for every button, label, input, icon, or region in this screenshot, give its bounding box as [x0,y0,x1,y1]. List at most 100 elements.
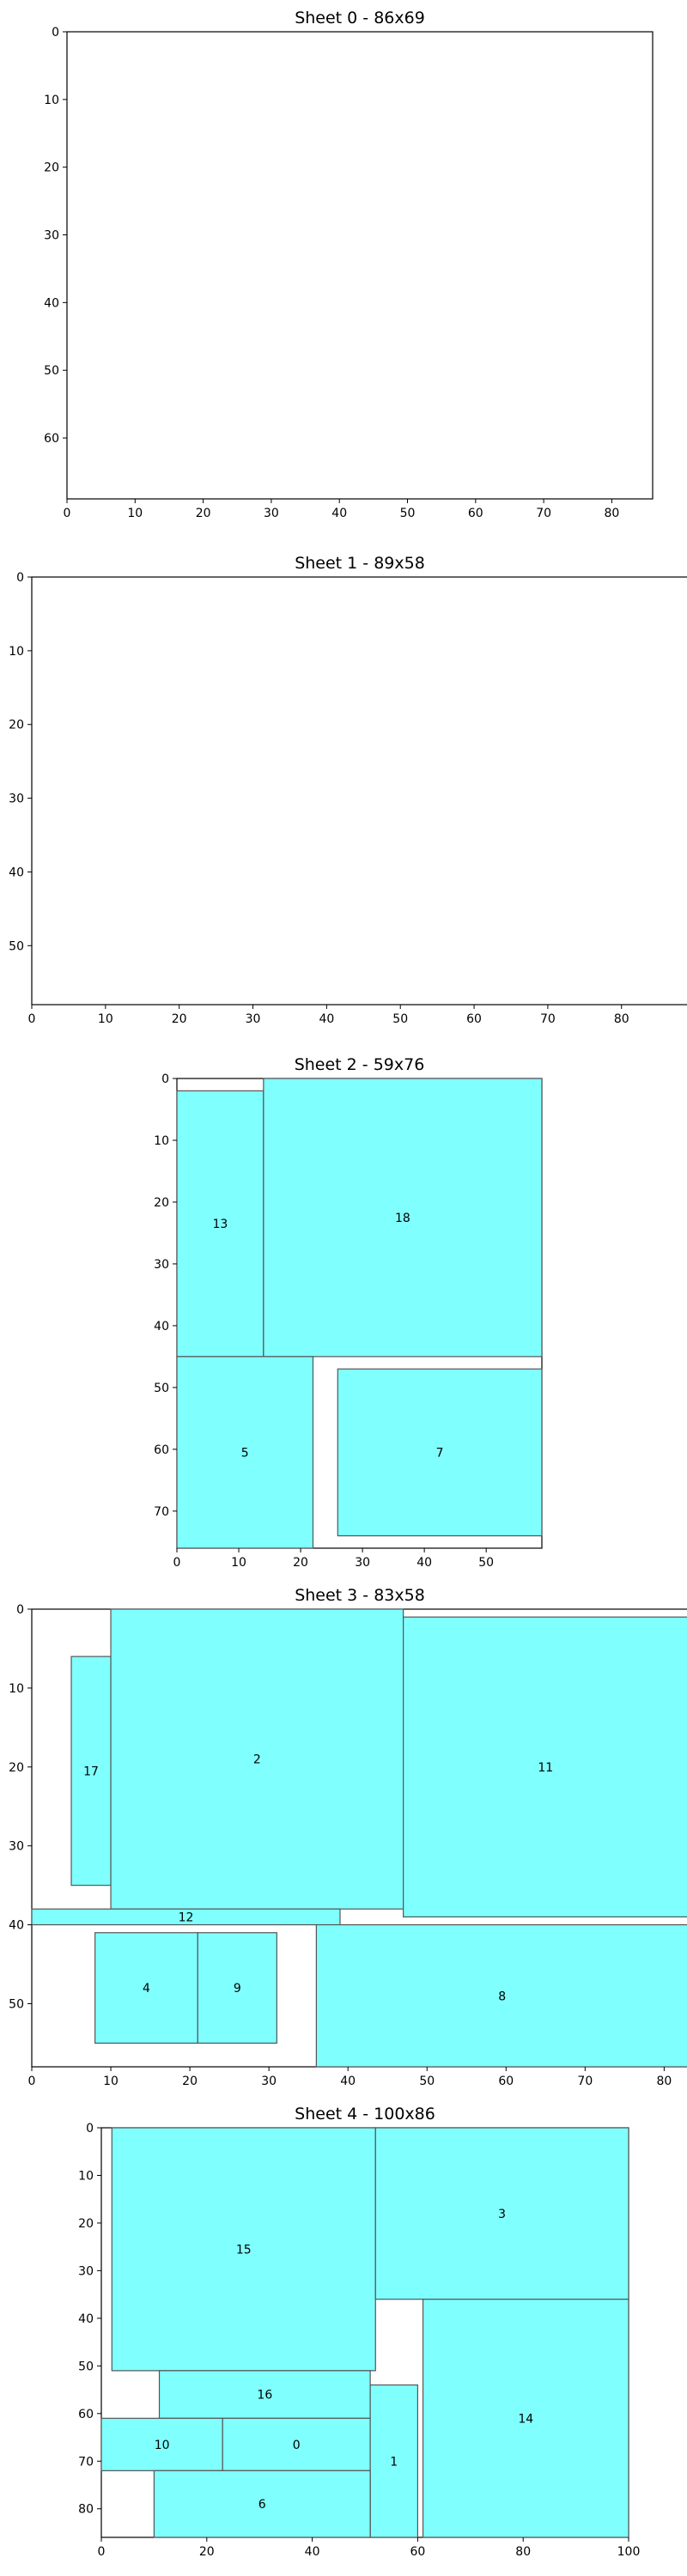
piece-label: 8 [498,1990,506,2003]
x-tick-label: 40 [331,507,347,520]
x-tick-label: 40 [319,1012,334,1026]
x-tick-label: 20 [196,507,211,520]
x-tick-label: 20 [182,2075,198,2088]
y-tick-label: 20 [9,719,24,732]
piece-rect [422,2299,629,2538]
piece-rect [70,1656,112,1886]
x-tick-label: 40 [340,2075,356,2088]
y-tick-label: 20 [154,1196,169,1210]
piece-label: 4 [143,1982,150,1996]
piece-label: 17 [83,1765,99,1778]
x-tick-label: 10 [127,507,143,520]
sheet-frame [31,576,687,1005]
y-tick-label: 0 [16,571,24,585]
x-tick-label: 70 [577,2075,593,2088]
y-tick-label: 50 [9,1997,24,2011]
piece-rect [153,2470,371,2538]
piece-label: 9 [234,1982,241,1996]
piece-label: 6 [258,2498,266,2512]
y-tick-label: 70 [78,2455,94,2469]
y-tick-label: 0 [86,2122,94,2136]
sheet-title: Sheet 0 - 86x69 [295,9,425,27]
piece-rect [176,1356,314,1549]
piece-rect [100,2417,223,2471]
x-tick-label: 30 [264,507,279,520]
piece-label: 13 [213,1218,228,1231]
x-tick-label: 0 [28,1012,36,1026]
x-tick-label: 80 [605,507,620,520]
y-tick-label: 20 [44,161,59,175]
x-tick-label: 50 [392,1012,408,1026]
y-tick-label: 50 [78,2360,94,2373]
piece-rect [110,1608,404,1910]
piece-label: 12 [179,1911,194,1924]
x-tick-label: 30 [246,1012,261,1026]
x-tick-label: 30 [355,1556,370,1570]
piece-rect [197,1932,277,2044]
y-tick-label: 30 [44,229,59,243]
y-tick-label: 50 [9,939,24,953]
y-tick-label: 40 [44,296,59,310]
piece-label: 16 [257,2389,272,2403]
y-tick-label: 0 [16,1603,24,1617]
x-tick-label: 10 [231,1556,246,1570]
piece-rect [31,1908,341,1926]
x-tick-label: 40 [416,1556,432,1570]
y-tick-label: 0 [161,1072,169,1086]
x-tick-label: 100 [617,2545,641,2559]
y-tick-label: 40 [9,1919,24,1933]
y-tick-label: 30 [154,1258,169,1272]
sheet-title: Sheet 3 - 83x58 [295,1586,425,1605]
piece-rect [315,1923,687,2068]
y-tick-label: 50 [44,364,59,378]
x-tick-label: 20 [199,2545,215,2559]
sheet-panel: Sheet 0 - 86x69 0 10 20 30 40 50 60 70 80 0 10 20 30 4… [44,9,654,520]
y-tick-label: 0 [52,26,59,39]
y-tick-label: 70 [154,1505,169,1519]
y-tick-label: 60 [78,2408,94,2421]
piece-rect [263,1078,543,1358]
x-tick-label: 80 [614,1012,629,1026]
x-tick-label: 80 [515,2545,531,2559]
piece-rect [403,1616,687,1917]
piece-label: 15 [236,2243,252,2257]
piece-label: 11 [538,1761,553,1775]
x-tick-label: 0 [28,2075,36,2088]
piece-label: 2 [253,1753,261,1767]
y-tick-label: 80 [78,2503,94,2517]
piece-rect [94,1932,198,2044]
y-tick-label: 30 [9,793,24,806]
piece-rect [374,2127,629,2300]
sheet-title: Sheet 4 - 100x86 [295,2105,435,2123]
piece-rect [111,2127,376,2372]
piece-label: 10 [155,2439,170,2452]
y-tick-label: 40 [9,866,24,879]
x-tick-label: 50 [478,1556,494,1570]
x-tick-label: 50 [400,507,416,520]
x-tick-label: 10 [98,1012,113,1026]
x-tick-label: 60 [468,507,483,520]
y-tick-label: 40 [154,1320,169,1334]
y-tick-label: 30 [78,2264,94,2278]
x-tick-label: 0 [64,507,71,520]
x-tick-label: 60 [466,1012,482,1026]
piece-label: 5 [241,1446,249,1460]
y-tick-label: 60 [44,432,59,446]
x-tick-label: 20 [172,1012,187,1026]
x-tick-label: 20 [293,1556,308,1570]
y-tick-label: 10 [9,645,24,659]
piece-rect [337,1368,543,1537]
x-tick-label: 60 [410,2545,425,2559]
y-tick-label: 10 [44,94,59,107]
x-tick-label: 70 [536,507,551,520]
y-tick-label: 50 [154,1382,169,1395]
piece-label: 7 [436,1446,444,1460]
x-tick-label: 70 [540,1012,556,1026]
sheet-frame [66,31,654,500]
x-tick-label: 80 [656,2075,672,2088]
x-tick-label: 10 [103,2075,119,2088]
